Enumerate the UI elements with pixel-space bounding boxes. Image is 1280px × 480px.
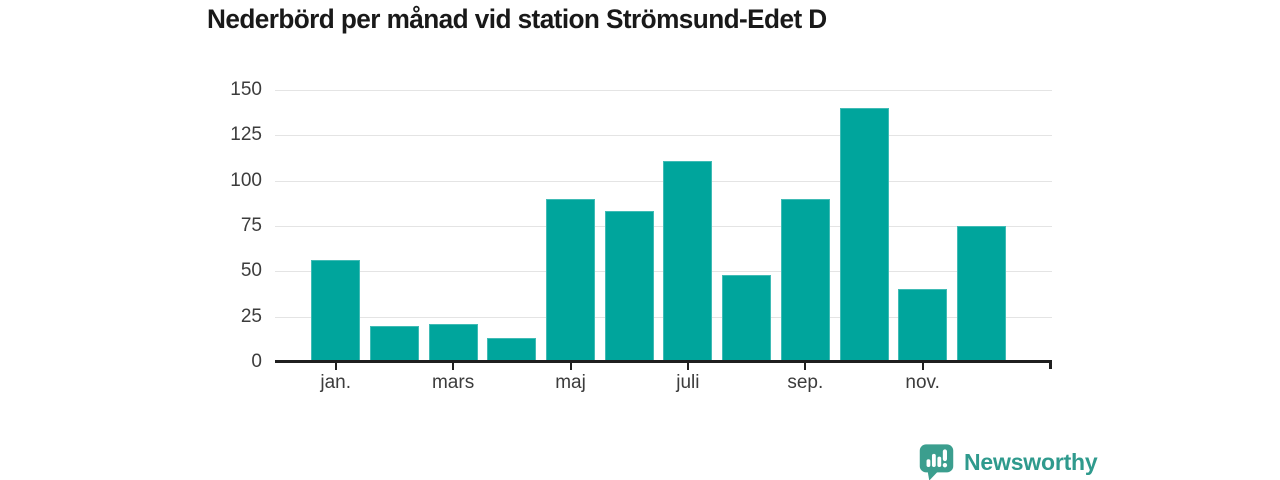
- bar-month-10: [839, 108, 889, 362]
- newsworthy-logo-icon: [919, 444, 954, 480]
- bar-month-6: [604, 211, 654, 362]
- bar-sep: [780, 198, 830, 362]
- y-axis-tick-label: 75: [240, 215, 262, 236]
- gridline: [275, 90, 1052, 91]
- bar-juli: [663, 160, 713, 362]
- x-axis-tick-label: juli: [676, 372, 700, 393]
- gridline: [275, 135, 1052, 137]
- x-axis-tick: [686, 363, 689, 370]
- x-axis-end-cap: [1049, 360, 1052, 369]
- chart-title: Nederbörd per månad vid station Strömsun…: [207, 4, 827, 34]
- y-axis-tick-label: 100: [230, 169, 262, 191]
- x-axis-tick: [334, 363, 337, 370]
- x-axis-tick: [804, 363, 807, 370]
- y-axis-tick-label: 0: [251, 351, 262, 372]
- x-axis-tick-label: mars: [431, 372, 475, 393]
- x-axis-tick: [921, 363, 924, 370]
- bar-month-2: [369, 325, 419, 362]
- y-axis-tick-label: 50: [240, 260, 262, 282]
- x-axis-tick-label: jan.: [320, 372, 351, 393]
- x-axis-tick-label: nov.: [905, 372, 940, 393]
- x-axis-line: [275, 360, 1052, 363]
- x-axis-tick-label: sep.: [787, 372, 824, 393]
- y-axis-tick-label: 25: [240, 305, 262, 327]
- y-axis-tick-label: 125: [230, 124, 262, 146]
- bar-month-8: [722, 274, 772, 362]
- x-axis-tick: [569, 363, 572, 370]
- newsworthy-logo-text: Newsworthy: [964, 448, 1098, 475]
- newsworthy-logo: Newsworthy: [918, 443, 1098, 480]
- bar-jan: [311, 260, 361, 362]
- x-axis-tick-label: maj: [555, 372, 586, 393]
- y-axis-tick-label: 150: [230, 79, 262, 100]
- bar-mars: [428, 323, 478, 362]
- bar-month-12: [956, 226, 1006, 362]
- bar-maj: [546, 198, 595, 362]
- bar-nov: [898, 289, 948, 362]
- x-axis-tick: [452, 363, 455, 370]
- bar-chart: 0 25 50 75 100 125 150 jan. mars maj juli sep. nov.: [230, 79, 1052, 393]
- bar-month-4: [487, 338, 537, 362]
